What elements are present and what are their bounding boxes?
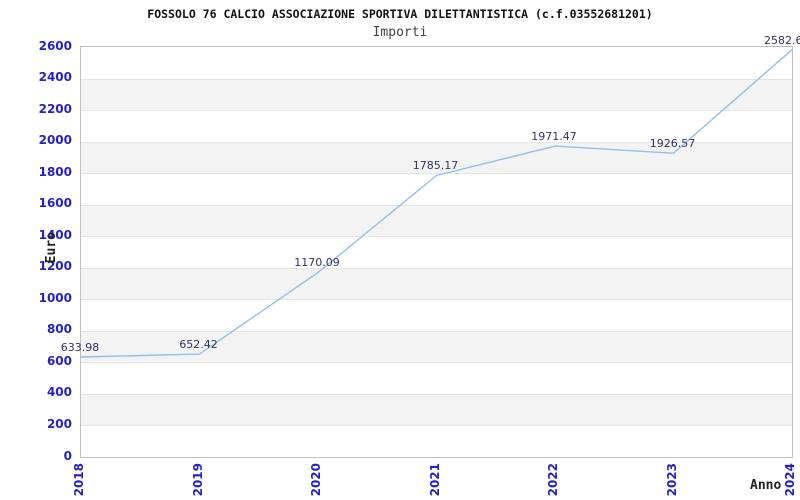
- y-tick-label: 2000: [38, 133, 72, 148]
- y-tick-label: 200: [46, 416, 72, 431]
- grid-band: [81, 362, 792, 394]
- data-point-label: 1926.57: [649, 137, 696, 151]
- data-point-label: 633.98: [60, 341, 100, 355]
- y-tick-label: 1200: [38, 259, 72, 274]
- grid-band: [81, 204, 792, 237]
- y-tick-label: 1800: [38, 164, 72, 179]
- grid-band: [81, 173, 792, 205]
- chart-title: FOSSOLO 76 CALCIO ASSOCIAZIONE SPORTIVA …: [147, 7, 653, 21]
- x-tick-label: 2021: [427, 463, 442, 497]
- y-tick-label: 1400: [38, 227, 72, 242]
- x-tick-label: 2020: [309, 463, 323, 497]
- grid-band: [81, 425, 792, 457]
- x-tick-label: 2019: [190, 463, 205, 497]
- y-tick-label: 1000: [38, 290, 72, 305]
- line-series-svg: [80, 49, 793, 358]
- grid-band: [81, 299, 792, 331]
- grid-band: [81, 267, 792, 300]
- grid-band: [81, 236, 792, 268]
- x-tick-label: 2024: [783, 463, 797, 497]
- grid-band: [81, 78, 792, 111]
- data-point-label: 1785.17: [412, 159, 459, 173]
- y-tick-label: 400: [46, 385, 72, 400]
- x-axis-title: Anno: [750, 478, 782, 493]
- grid-band: [81, 110, 792, 142]
- y-tick-label: 1600: [38, 196, 72, 211]
- grid-band: [81, 393, 792, 426]
- x-tick-label: 2022: [546, 463, 560, 497]
- chart-subtitle: Importi: [372, 25, 428, 40]
- data-point-label: 1971.47: [531, 130, 577, 144]
- x-tick-label: 2018: [72, 463, 86, 497]
- grid-band: [81, 141, 792, 174]
- x-tick-label: 2023: [664, 463, 679, 497]
- y-tick-label: 2200: [38, 101, 72, 116]
- y-tick-label: 600: [46, 353, 72, 368]
- data-point-label: 2582.6: [764, 33, 800, 47]
- plot-area: [80, 46, 793, 458]
- importi-line-series: [80, 49, 793, 358]
- y-axis-title: Euro: [44, 232, 59, 264]
- grid-band: [81, 330, 792, 363]
- data-point-label: 652.42: [179, 338, 218, 352]
- data-point-label: 1170.09: [294, 256, 340, 270]
- y-tick-label: 2400: [38, 70, 72, 85]
- y-tick-label: 800: [46, 322, 72, 337]
- y-tick-label: 2600: [38, 38, 72, 53]
- y-tick-label: 0: [63, 448, 72, 463]
